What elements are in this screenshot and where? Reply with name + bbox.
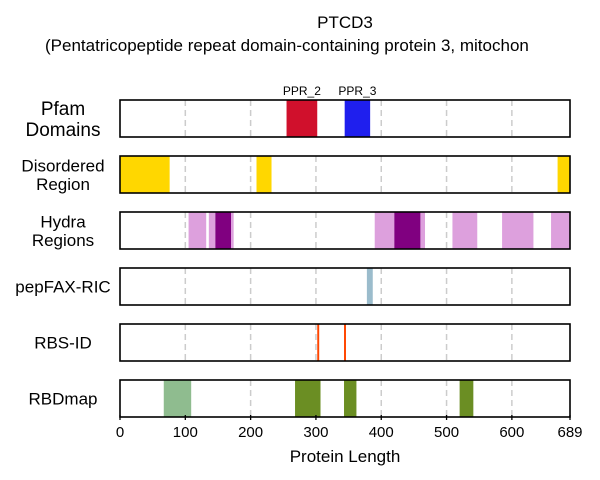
track-frame — [119, 155, 571, 194]
x-tick-label: 600 — [499, 424, 524, 441]
chart-title: PTCD3 — [317, 13, 373, 32]
track-label: RBDmap — [29, 390, 98, 409]
track-label: Hydra Regions — [32, 212, 94, 250]
feature-segment — [502, 212, 534, 249]
track-label: pepFAX-RIC — [15, 278, 110, 297]
feature-segment — [163, 380, 192, 417]
track-frame — [119, 99, 571, 138]
tracks-layer: PPR_2 PPR_3 Pfam Domains Disordered Region Hyd… — [15, 84, 571, 418]
track-label: Disordered Region — [21, 156, 104, 194]
feature-segment — [120, 156, 170, 193]
x-tick-label: 500 — [434, 424, 459, 441]
chart-subtitle: (Pentatricopeptide repeat domain-contain… — [45, 36, 529, 55]
track-4: RBS-ID — [34, 323, 571, 362]
feature-segment — [557, 156, 570, 193]
track-frame — [119, 323, 571, 362]
feature-segment — [231, 212, 234, 249]
x-tick-label: 100 — [173, 424, 198, 441]
track-2: Hydra Regions — [32, 211, 571, 250]
feature-segment — [295, 380, 321, 417]
x-axis-label: Protein Length — [290, 447, 401, 466]
feature-segment — [317, 324, 320, 361]
track-label: RBS-ID — [34, 334, 92, 353]
x-tick-label: 689 — [557, 424, 582, 441]
feature-segment — [551, 212, 570, 249]
track-label: Pfam Domains — [26, 99, 101, 141]
feature-segment — [188, 212, 207, 249]
track-frame — [119, 211, 571, 250]
feature-segment — [459, 380, 474, 417]
feature-segment — [394, 212, 421, 249]
x-axis: 0 100 200 300 400 500 600 689 — [116, 415, 583, 441]
segment-label: PPR_3 — [338, 84, 376, 98]
track-background — [120, 156, 570, 193]
segment-label: PPR_2 — [283, 84, 321, 98]
track-5: RBDmap — [29, 379, 571, 418]
track-background — [120, 268, 570, 305]
feature-segment — [256, 156, 272, 193]
feature-segment — [344, 324, 346, 361]
feature-segment — [452, 212, 478, 249]
track-3: pepFAX-RIC — [15, 267, 571, 306]
feature-segment — [215, 212, 232, 249]
feature-segment — [344, 100, 371, 137]
x-tick-label: 0 — [116, 424, 124, 441]
feature-segment — [366, 268, 373, 305]
x-tick-label: 200 — [238, 424, 263, 441]
track-0: PPR_2 PPR_3 Pfam Domains — [26, 84, 571, 141]
feature-segment — [286, 100, 318, 137]
feature-segment — [374, 212, 395, 249]
track-frame — [119, 379, 571, 418]
track-frame — [119, 267, 571, 306]
feature-segment — [344, 380, 357, 417]
x-tick-label: 300 — [303, 424, 328, 441]
x-tick-label: 400 — [369, 424, 394, 441]
feature-segment — [208, 212, 216, 249]
track-1: Disordered Region — [21, 155, 571, 194]
feature-segment — [420, 212, 426, 249]
